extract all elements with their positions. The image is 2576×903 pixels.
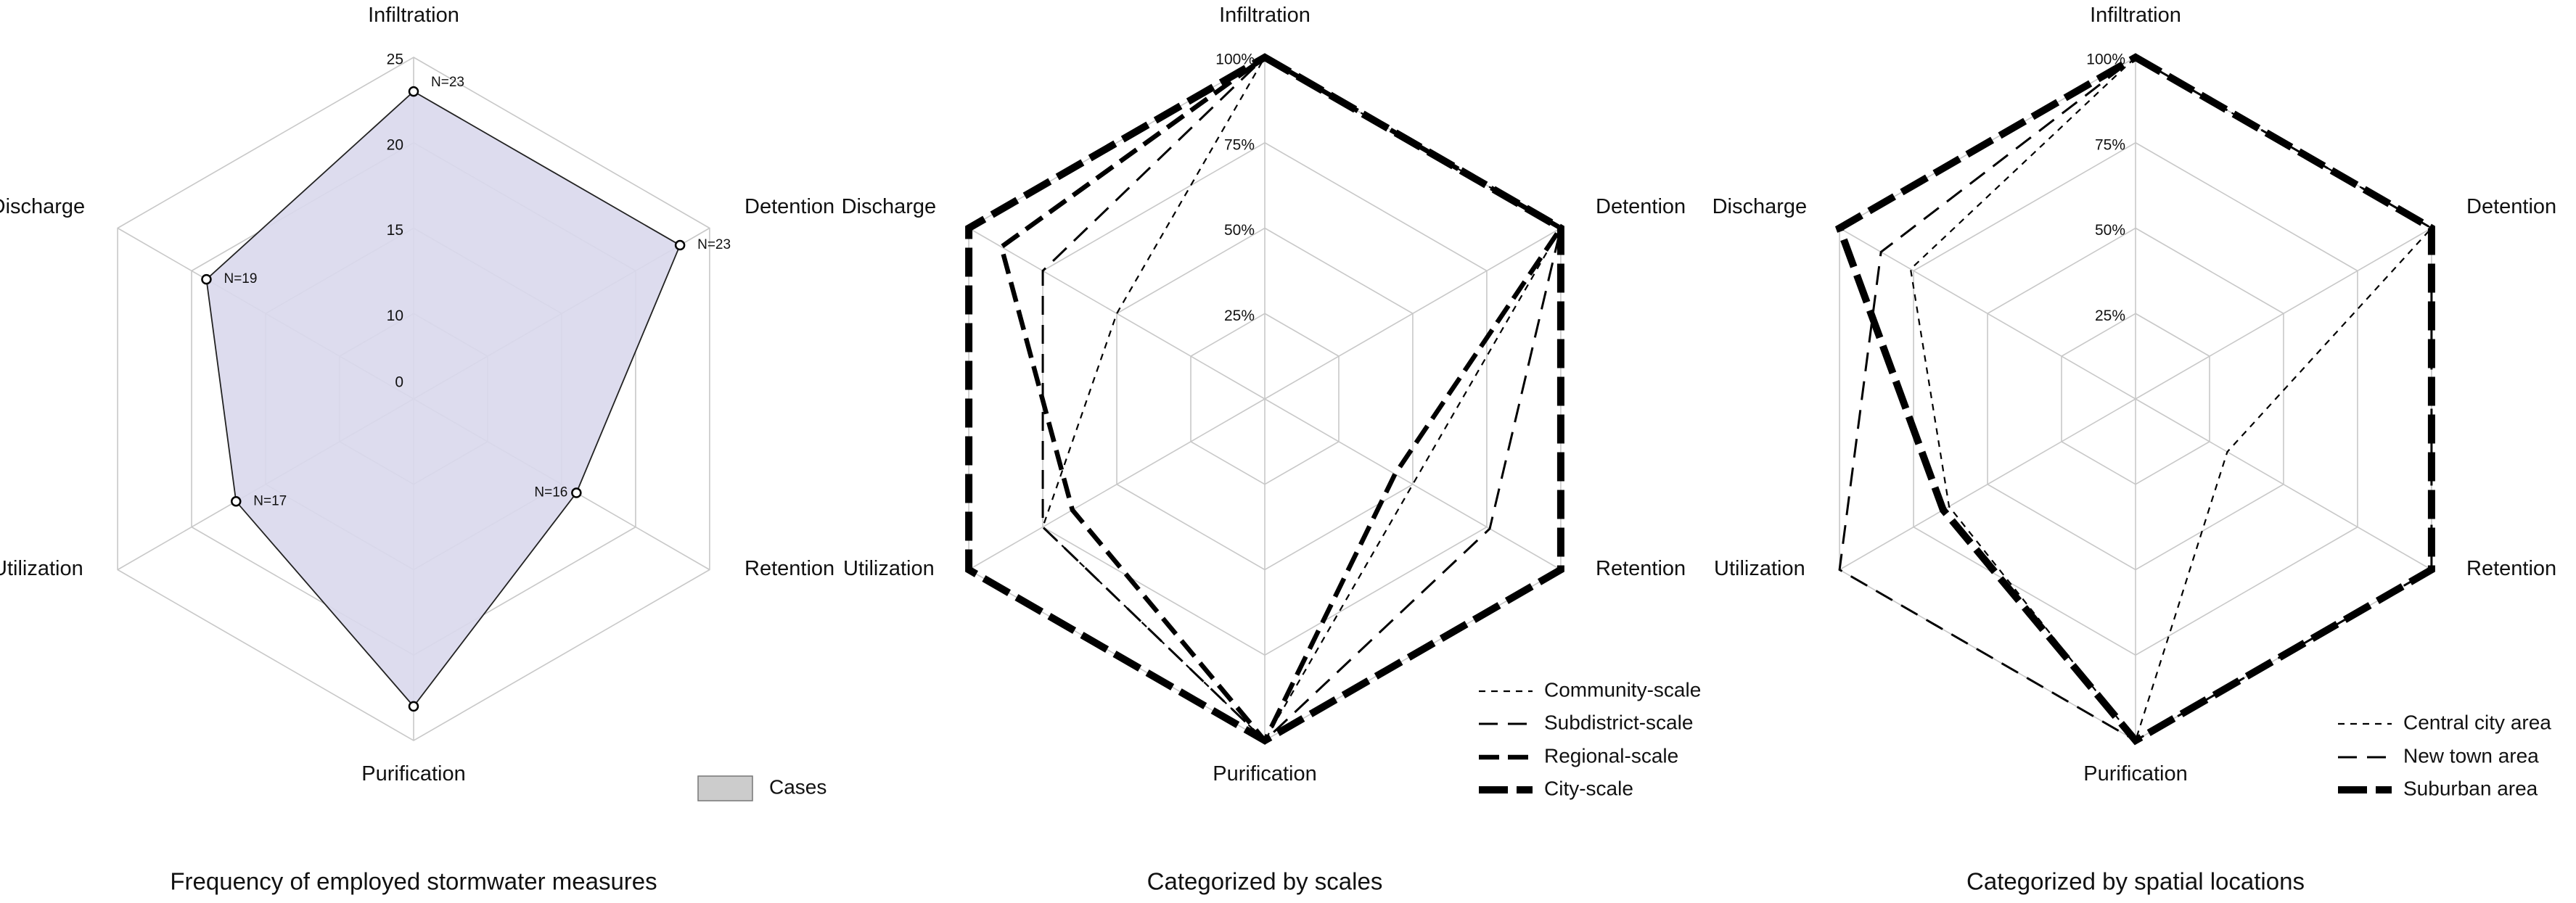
r-tick-label: 25% — [1224, 308, 1255, 324]
legend-label: City-scale — [1544, 777, 1633, 799]
chart-caption: Categorized by scales — [1147, 868, 1383, 895]
chart-caption: Frequency of employed stormwater measure… — [170, 868, 657, 895]
data-point — [231, 496, 242, 507]
r-tick-label: 75% — [2095, 136, 2125, 153]
radar-chart: Community-scale Subdistrict-scale Regional… — [842, 4, 1702, 895]
value-label: N=17 — [253, 493, 287, 508]
r-tick-label: 25% — [2095, 308, 2125, 324]
value-label: N=23 — [697, 237, 731, 252]
spoke — [968, 227, 1266, 400]
series-line — [1834, 53, 2435, 746]
spoke — [1839, 227, 2136, 400]
spoke — [2135, 227, 2432, 400]
data-point — [408, 86, 419, 97]
value-label: N=16 — [534, 485, 567, 500]
r-tick-label: 50% — [1224, 222, 1255, 239]
series-line — [1909, 56, 2433, 743]
r-tick-label: 25 — [387, 51, 403, 68]
axis-label: Utilization — [1714, 557, 1805, 580]
axis-label: Utilization — [843, 557, 935, 580]
spoke — [2135, 398, 2432, 571]
axis-label: Detention — [2466, 195, 2556, 218]
axis-label: Purification — [1213, 762, 1316, 786]
axis-label: Infiltration — [1219, 4, 1310, 27]
legend-label: Central city area — [2403, 711, 2551, 733]
axis-label: Retention — [1596, 557, 1686, 580]
axis-label: Retention — [2466, 557, 2556, 580]
axis-label: Purification — [2083, 762, 2187, 786]
legend-label: Suburban area — [2403, 777, 2538, 799]
radar-chart: Central city area New town area Suburban a… — [1712, 4, 2557, 895]
r-tick-label: 15 — [387, 222, 403, 239]
legend-label: Regional-scale — [1544, 744, 1678, 767]
value-label: N=23 — [431, 75, 464, 90]
data-point — [201, 273, 212, 285]
value-label: N=19 — [223, 271, 257, 286]
series-line — [205, 90, 681, 708]
chart-caption: Categorized by spatial locations — [1966, 868, 2305, 895]
axis-label: Retention — [745, 557, 834, 580]
data-point — [571, 487, 582, 498]
r-tick-label: 75% — [1224, 136, 1255, 153]
legend-label: Subdistrict-scale — [1544, 711, 1693, 733]
legend-label: Cases — [769, 775, 826, 798]
spoke — [968, 398, 1266, 571]
axis-label: Discharge — [1712, 195, 1808, 218]
r-tick-label: 20 — [387, 136, 403, 153]
legend-label: New town area — [2403, 744, 2539, 767]
axis-label: Detention — [745, 195, 834, 218]
r-tick-label: 100% — [2086, 51, 2125, 68]
radar-chart: N=23 N=23 N=16 N=17 N=19 Cases 0 10 15 20 25 Infilt… — [0, 4, 834, 895]
legend-label: Community-scale — [1544, 678, 1701, 701]
r-tick-label: 0 — [395, 374, 403, 391]
axis-label: Infiltration — [2090, 4, 2181, 27]
legend-swatch — [697, 775, 753, 801]
spoke — [1264, 227, 1562, 400]
data-point — [408, 701, 419, 712]
r-tick-label: 100% — [1215, 51, 1255, 68]
axis-label: Purification — [361, 762, 465, 786]
axis-label: Discharge — [0, 195, 85, 218]
r-tick-label: 50% — [2095, 222, 2125, 239]
r-tick-label: 10 — [387, 308, 403, 324]
axis-label: Detention — [1596, 195, 1686, 218]
axis-label: Infiltration — [368, 4, 459, 27]
axis-label: Utilization — [0, 557, 83, 580]
axis-label: Discharge — [842, 195, 937, 218]
spoke — [1264, 398, 1562, 571]
data-point — [674, 239, 686, 251]
spoke — [1839, 398, 2136, 571]
series-line — [965, 53, 1564, 745]
